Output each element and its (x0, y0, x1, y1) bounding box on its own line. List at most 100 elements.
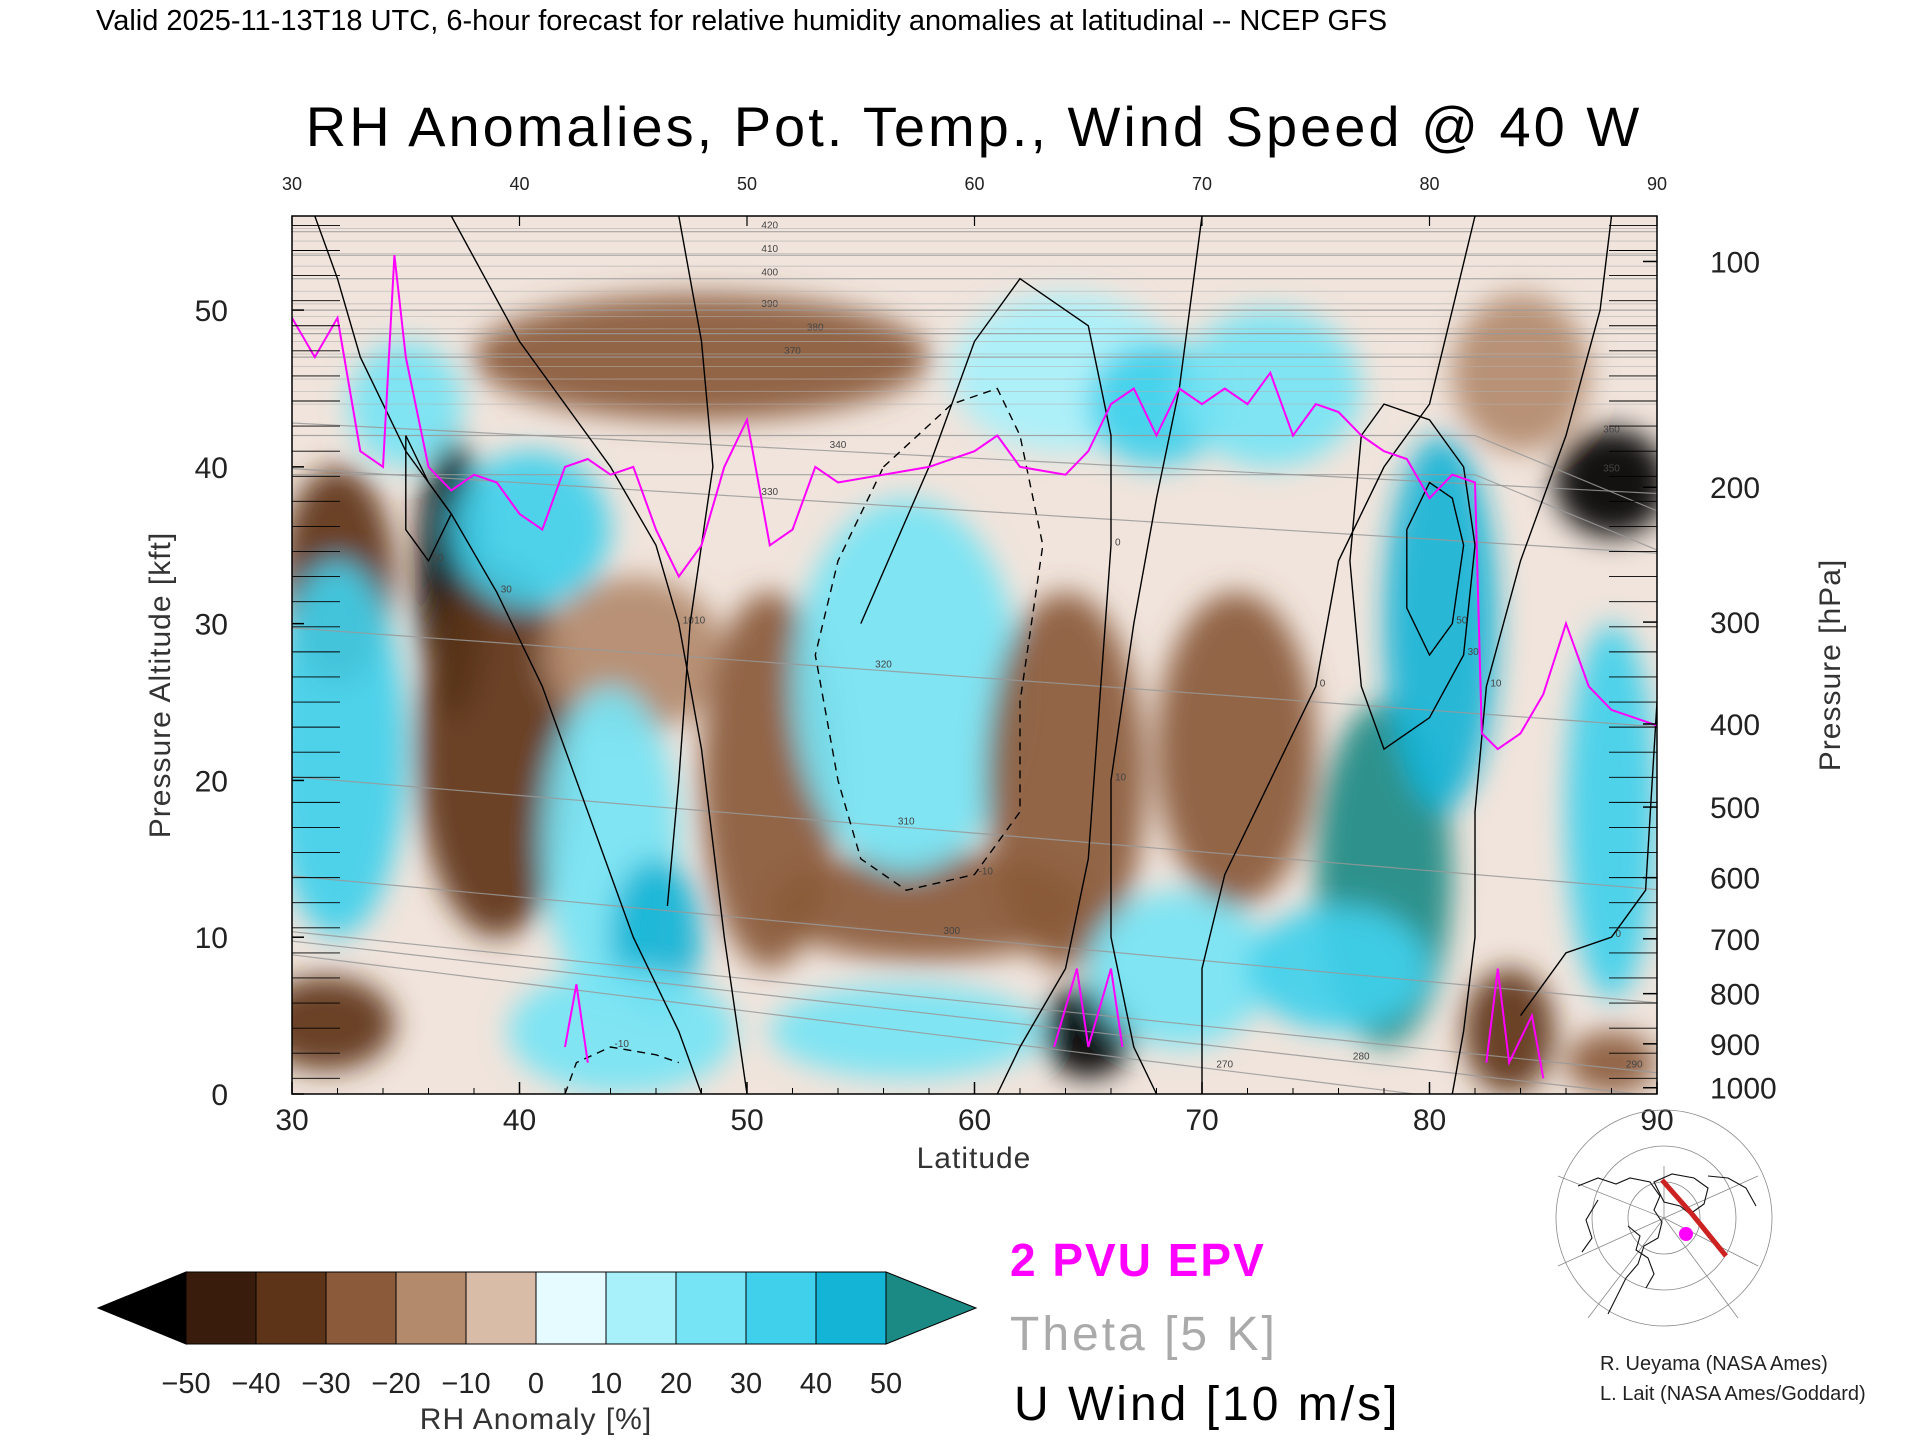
y-tick-label: 40 (195, 452, 228, 485)
theta-label: 370 (784, 346, 801, 357)
x-axis: 30 40 50 60 70 80 90 (275, 1082, 1674, 1137)
y-tick-label: 20 (195, 765, 228, 798)
pressure-tick-label: 500 (1710, 792, 1760, 825)
u-wind-label: -10 (979, 867, 994, 878)
x-top-tick-label: 90 (1647, 174, 1667, 194)
credit-line-2: L. Lait (NASA Ames/Goddard) (1600, 1383, 1866, 1405)
y-tick-label: 10 (195, 922, 228, 955)
u-wind-contour (1451, 216, 1613, 1094)
rh-anomaly-cell (1384, 435, 1498, 812)
pressure-tick-label: 700 (1710, 924, 1760, 957)
u-wind-label: 30 (1468, 647, 1480, 658)
header-text: Valid 2025-11-13T18 UTC, 6-hour forecast… (96, 5, 1387, 37)
pressure-tick-label: 200 (1710, 472, 1760, 505)
epv-2pvu-low-line (564, 984, 589, 1063)
colorbar-swatch (395, 1271, 467, 1345)
pressure-axis: 100 200 300 400 500 600 700 800 900 1000 (1643, 246, 1777, 1106)
theta-label: 330 (761, 487, 778, 498)
pressure-axis-label: Pressure [hPa] (1814, 559, 1847, 771)
theta-line (292, 954, 1420, 1094)
plot-area: 2702802903003103203303403503603703803904… (291, 215, 1658, 1095)
x-top-tick-label: 30 (282, 174, 302, 194)
epv-contour (292, 255, 1657, 1079)
pressure-tick-label: 600 (1710, 863, 1760, 896)
rh-anomaly-cell (1566, 1031, 1657, 1094)
x-top-tick-label: 40 (509, 174, 529, 194)
theta-line (292, 434, 1657, 512)
colorbar-tick-label: −40 (231, 1368, 280, 1400)
theta-label: 300 (943, 926, 960, 937)
u-wind-label: 30 (501, 584, 513, 595)
credit-line-1: R. Ueyama (NASA Ames) (1600, 1353, 1828, 1375)
u-wind-label: 10 (1115, 772, 1127, 783)
u-wind-label: 50 (433, 553, 445, 564)
colorbar-tick-label: 0 (528, 1368, 544, 1400)
u-wind-contour (314, 216, 703, 1094)
u-wind-label: 10 (683, 616, 695, 627)
theta-label: 380 (807, 323, 824, 334)
colorbar-swatch (185, 1271, 257, 1345)
u-wind-contour (1406, 481, 1465, 657)
x-axis-top: 30 40 50 60 70 80 90 (282, 174, 1667, 226)
rh-anomaly-cell (1088, 890, 1271, 1047)
pressure-tick-label: 800 (1710, 979, 1760, 1012)
y-axis-label: Pressure Altitude [kft] (144, 532, 177, 838)
y-axis: 0 10 20 30 40 50 (195, 295, 304, 1112)
pressure-tick-marks (292, 224, 1657, 1079)
x-top-tick-label: 70 (1192, 174, 1212, 194)
legend-theta: Theta [5 K] (1010, 1308, 1278, 1361)
epv-2pvu-line (292, 255, 1657, 751)
x-tick-label: 30 (275, 1104, 308, 1137)
rh-anomaly-cell (1156, 592, 1316, 906)
theta-contours: 2702802903003103203303403503603703803904… (292, 216, 1657, 1094)
theta-label: 350 (1603, 464, 1620, 475)
rh-anomaly-cell (1247, 905, 1430, 1032)
theta-line (292, 776, 1657, 891)
rh-anomaly-cell (1566, 623, 1657, 1000)
u-wind-contours: 10 30 50 10 0 10 0 10 30 50 0 -10 -10 (314, 216, 1657, 1094)
rh-anomaly-cell (1179, 310, 1362, 467)
u-wind-contour (564, 1046, 680, 1094)
legend-u-wind: U Wind [10 m/s] (1014, 1378, 1400, 1431)
colorbar-tick-label: 30 (730, 1368, 762, 1400)
theta-line (292, 468, 1657, 554)
theta-line (292, 931, 1657, 1074)
u-wind-contour (1349, 403, 1476, 751)
epv-2pvu-low-line (1053, 968, 1124, 1048)
theta-label: 310 (898, 816, 915, 827)
colorbar-tick-label: −30 (301, 1368, 350, 1400)
rh-anomaly-cell (792, 498, 1020, 875)
pressure-tick-label: 900 (1710, 1029, 1760, 1062)
theta-line (292, 940, 1643, 1094)
x-top-tick-label: 60 (964, 174, 984, 194)
colorbar-tick-label: 40 (800, 1368, 832, 1400)
colorbar-swatch (465, 1271, 537, 1345)
colorbar-tick-label: −20 (371, 1368, 420, 1400)
epv-2pvu-low-line (1485, 968, 1545, 1079)
rh-anomaly-cell (542, 576, 725, 734)
x-tick-label: 60 (958, 1104, 991, 1137)
u-wind-label: 50 (1456, 616, 1468, 627)
colorbar-label: RH Anomaly [%] (420, 1403, 652, 1436)
colorbar-low-arrow (96, 1271, 187, 1345)
u-wind-label: 0 (1115, 537, 1121, 548)
colorbar-swatch (325, 1271, 397, 1345)
colorbar-swatch (815, 1271, 887, 1345)
legend-epv: 2 PVU EPV (1010, 1234, 1266, 1286)
y-tick-label: 50 (195, 295, 228, 328)
y-tick-label: 0 (211, 1079, 228, 1112)
theta-label: 410 (761, 244, 778, 255)
rh-anomaly-cell (417, 560, 577, 938)
u-wind-contour (1110, 216, 1203, 1094)
rh-anomaly-cell (292, 560, 406, 938)
colorbar-tick-label: −50 (161, 1368, 210, 1400)
colorbar-swatch (745, 1271, 817, 1345)
theta-label: 420 (761, 221, 778, 232)
y-tick-label: 30 (195, 609, 228, 642)
theta-label: 340 (830, 440, 847, 451)
u-wind-contour (405, 435, 453, 563)
theta-line (292, 875, 1657, 1004)
u-wind-label: -10 (615, 1039, 630, 1050)
rh-anomaly-cell (451, 451, 611, 608)
